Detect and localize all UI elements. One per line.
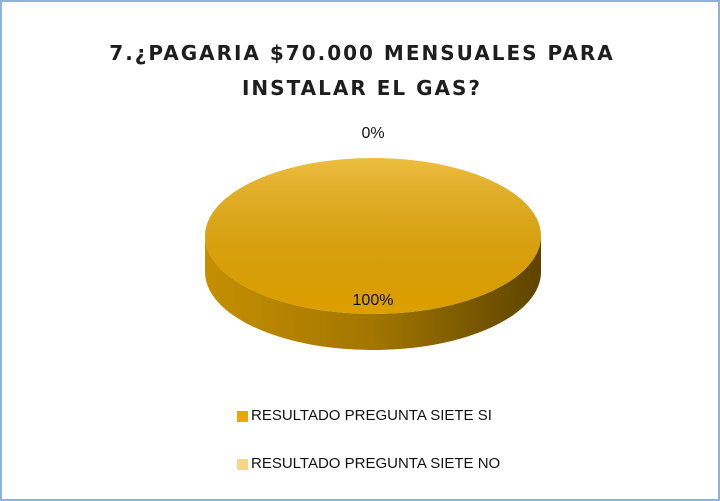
legend-label: RESULTADO PREGUNTA SIETE SI [251,407,492,424]
legend-swatch [237,459,248,470]
data-label: 100% [353,292,394,309]
legend-label: RESULTADO PREGUNTA SIETE NO [251,455,501,472]
data-label: 0% [361,125,384,142]
legend-item: RESULTADO PREGUNTA SIETE NO [237,455,501,499]
legend-swatch [237,411,248,422]
legend-item: RESULTADO PREGUNTA SIETE SI [237,407,500,455]
slice-shine [205,158,541,314]
slice-side-shade [205,236,541,350]
legend: RESULTADO PREGUNTA SIETE SI RESULTADO PRE… [237,407,501,499]
chart-title: 7.¿PAGARIA $70.000 MENSUALES PARA INSTAL… [109,41,615,100]
